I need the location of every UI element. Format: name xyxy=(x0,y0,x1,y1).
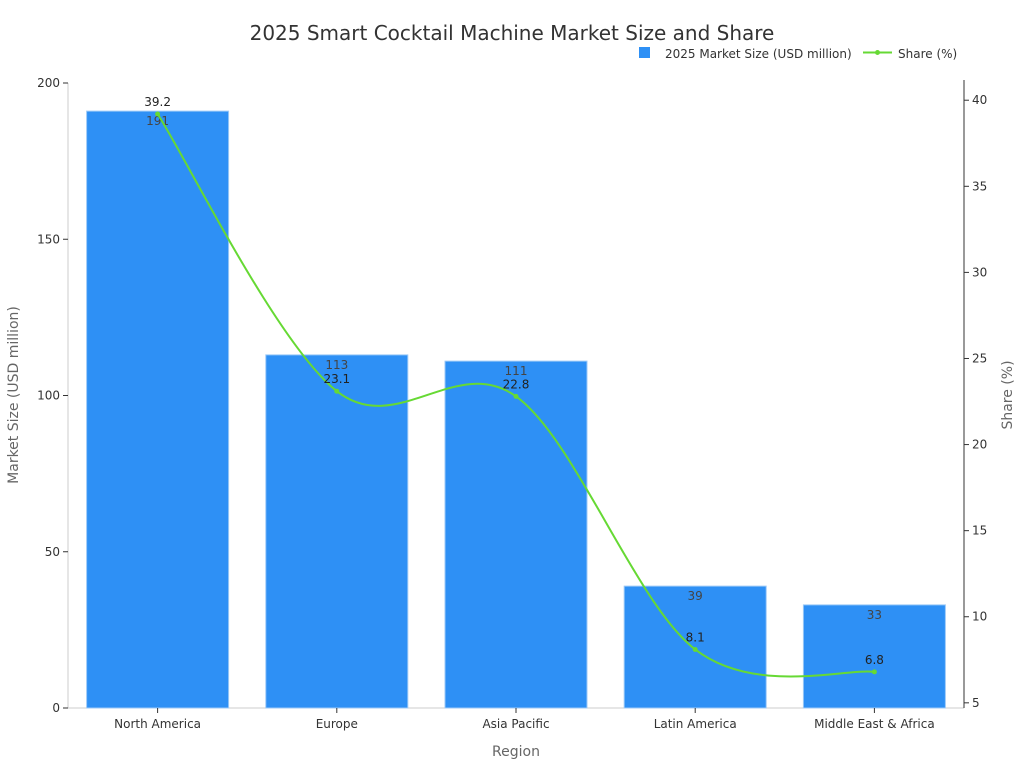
y-tick-label: 0 xyxy=(52,701,60,715)
legend-swatch-market-size xyxy=(639,47,650,58)
y-tick-label: 150 xyxy=(37,232,60,246)
y2-tick-label: 35 xyxy=(972,179,987,193)
bar-value-label: 33 xyxy=(867,608,882,622)
y2-tick-label: 15 xyxy=(972,524,987,538)
y-axis-title: Market Size (USD million) xyxy=(6,306,22,484)
plot-area: 0 50 100 150 200 5 10 15 20 25 30 35 40 North America… xyxy=(37,76,987,731)
bar xyxy=(444,360,588,709)
share-point xyxy=(334,388,340,394)
y-tick-label: 50 xyxy=(45,545,60,559)
x-tick-label: Latin America xyxy=(654,717,737,731)
y2-tick-label: 5 xyxy=(972,696,980,710)
bar xyxy=(802,604,946,709)
y2-tick-label: 20 xyxy=(972,438,987,452)
bar xyxy=(86,110,230,709)
y2-tick-label: 30 xyxy=(972,265,987,279)
share-point-label: 8.1 xyxy=(686,630,705,644)
legend-swatch-share-marker xyxy=(875,50,880,55)
share-point-label: 22.8 xyxy=(503,377,530,391)
x-tick-label: North America xyxy=(114,717,201,731)
share-point xyxy=(871,669,877,675)
bar xyxy=(265,354,409,709)
y-tick-label: 200 xyxy=(37,76,60,90)
legend: 2025 Market Size (USD million) Share (%) xyxy=(639,47,957,61)
chart-title: 2025 Smart Cocktail Machine Market Size … xyxy=(250,21,775,45)
share-point-label: 39.2 xyxy=(144,95,171,109)
x-axis-title: Region xyxy=(492,744,540,760)
bar-value-label: 39 xyxy=(688,589,703,603)
y2-tick-label: 10 xyxy=(972,610,987,624)
x-tick-label: Middle East & Africa xyxy=(814,717,935,731)
y-tick-label: 100 xyxy=(37,389,60,403)
x-tick-label: Europe xyxy=(316,717,358,731)
legend-label-market-size: 2025 Market Size (USD million) xyxy=(665,47,852,61)
share-point xyxy=(155,111,161,117)
x-tick-label: Asia Pacific xyxy=(482,717,549,731)
y2-axis-title: Share (%) xyxy=(1000,360,1016,429)
bar-value-label: 113 xyxy=(325,358,348,372)
y2-tick-label: 40 xyxy=(972,93,987,107)
y2-tick-label: 25 xyxy=(972,351,987,365)
share-point-label: 23.1 xyxy=(323,372,350,386)
legend-label-share: Share (%) xyxy=(898,47,957,61)
share-point xyxy=(692,646,698,652)
share-point xyxy=(513,393,519,399)
bar-value-label: 111 xyxy=(505,364,528,378)
share-point-label: 6.8 xyxy=(865,653,884,667)
